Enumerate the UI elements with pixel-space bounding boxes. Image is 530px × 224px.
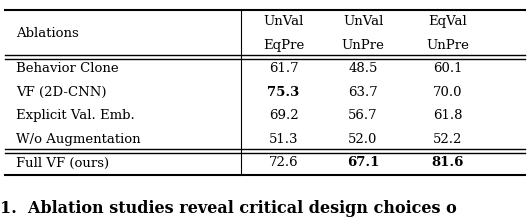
Text: Behavior Clone: Behavior Clone: [16, 62, 119, 75]
Text: 60.1: 60.1: [433, 62, 463, 75]
Text: 81.6: 81.6: [431, 156, 464, 170]
Text: 61.7: 61.7: [269, 62, 298, 75]
Text: 70.0: 70.0: [433, 86, 463, 99]
Text: 67.1: 67.1: [347, 156, 379, 170]
Text: 56.7: 56.7: [348, 109, 378, 123]
Text: 75.3: 75.3: [268, 86, 299, 99]
Text: EqPre: EqPre: [263, 39, 304, 52]
Text: 61.8: 61.8: [433, 109, 463, 123]
Text: 1.  Ablation studies reveal critical design choices o: 1. Ablation studies reveal critical desi…: [0, 200, 457, 217]
Text: 72.6: 72.6: [269, 156, 298, 170]
Text: 48.5: 48.5: [348, 62, 378, 75]
Text: W/o Augmentation: W/o Augmentation: [16, 133, 140, 146]
Text: UnVal: UnVal: [343, 15, 383, 28]
Text: 63.7: 63.7: [348, 86, 378, 99]
Text: UnPre: UnPre: [342, 39, 384, 52]
Text: VF (2D-CNN): VF (2D-CNN): [16, 86, 107, 99]
Text: 69.2: 69.2: [269, 109, 298, 123]
Text: Explicit Val. Emb.: Explicit Val. Emb.: [16, 109, 135, 123]
Text: UnPre: UnPre: [427, 39, 469, 52]
Text: Ablations: Ablations: [16, 27, 78, 40]
Text: EqVal: EqVal: [428, 15, 467, 28]
Text: 51.3: 51.3: [269, 133, 298, 146]
Text: 52.0: 52.0: [348, 133, 378, 146]
Text: UnVal: UnVal: [263, 15, 304, 28]
Text: Full VF (ours): Full VF (ours): [16, 156, 109, 170]
Text: 52.2: 52.2: [433, 133, 463, 146]
